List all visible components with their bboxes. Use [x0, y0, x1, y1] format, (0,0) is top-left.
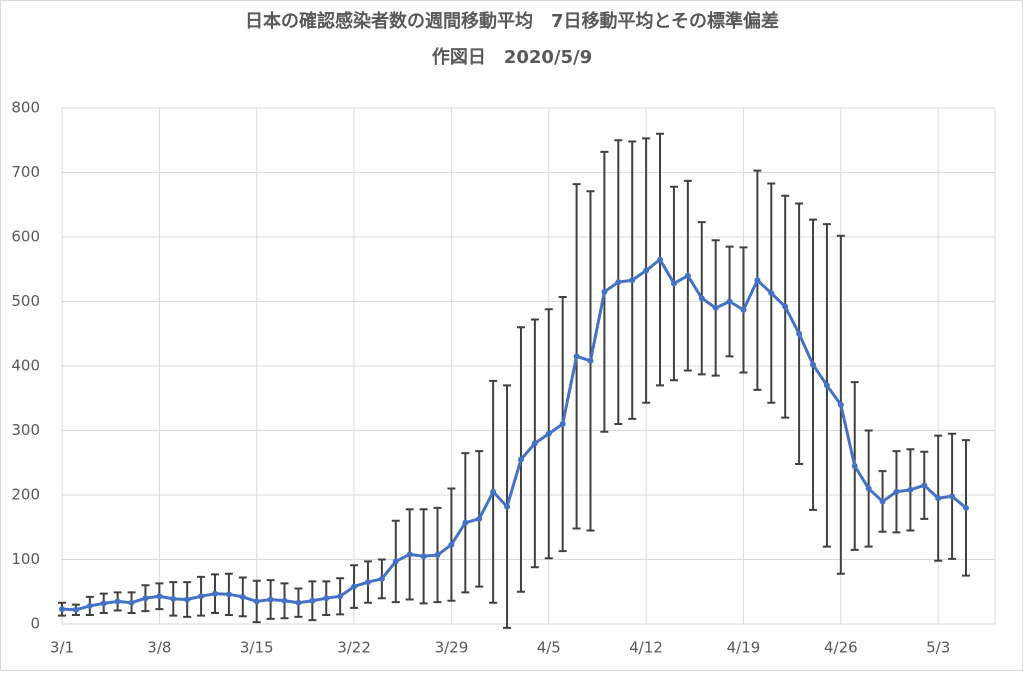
point	[643, 267, 650, 274]
x-tick-label: 3/1	[50, 639, 74, 657]
x-tick-label: 4/12	[629, 639, 663, 657]
point	[267, 596, 274, 603]
point	[490, 488, 497, 495]
point	[114, 598, 121, 605]
point	[170, 595, 177, 602]
point	[448, 541, 455, 548]
point	[740, 306, 747, 313]
point	[198, 593, 205, 600]
point	[211, 590, 218, 597]
point	[949, 493, 956, 500]
point	[142, 595, 149, 602]
point	[462, 519, 469, 526]
point	[796, 330, 803, 337]
point	[100, 600, 107, 607]
point	[225, 591, 232, 598]
point	[559, 421, 566, 428]
x-tick-label: 5/3	[926, 639, 950, 657]
point	[59, 606, 65, 613]
point	[935, 495, 942, 502]
point	[782, 303, 789, 310]
point	[615, 279, 622, 286]
x-tick-label: 3/22	[337, 639, 371, 657]
point	[837, 401, 844, 408]
point	[281, 597, 288, 604]
point	[726, 298, 733, 305]
point	[406, 551, 413, 558]
x-tick-label: 3/29	[435, 639, 469, 657]
point	[963, 504, 969, 511]
y-tick-label: 800	[11, 99, 40, 117]
point	[184, 596, 191, 603]
point	[865, 485, 872, 492]
point	[309, 597, 316, 604]
point	[629, 277, 636, 284]
point	[684, 272, 691, 279]
point	[517, 456, 524, 463]
point	[239, 593, 246, 600]
chart-subtitle: 作図日 2020/5/9	[432, 46, 592, 68]
point	[587, 357, 594, 364]
x-tick-label: 4/19	[727, 639, 761, 657]
point	[434, 551, 441, 558]
point	[351, 583, 358, 590]
point	[253, 598, 260, 605]
point	[893, 488, 900, 495]
y-tick-label: 700	[11, 163, 40, 181]
point	[420, 553, 427, 560]
point	[698, 295, 705, 302]
y-tick-label: 500	[11, 292, 40, 310]
point	[531, 440, 538, 447]
chart-title: 日本の確認感染者数の週間移動平均 7日移動平均とその標準偏差	[245, 10, 779, 32]
point	[921, 482, 928, 489]
point	[768, 290, 775, 297]
point	[72, 606, 79, 613]
point	[810, 361, 817, 368]
y-tick-label: 600	[11, 228, 40, 246]
point	[156, 593, 163, 600]
point	[754, 277, 761, 284]
point	[851, 462, 858, 469]
point	[337, 593, 344, 600]
y-tick-label: 400	[11, 357, 40, 375]
point	[879, 498, 886, 505]
x-tick-label: 4/26	[824, 639, 858, 657]
point	[907, 486, 914, 493]
point	[545, 430, 552, 437]
point	[476, 515, 483, 522]
y-tick-label: 100	[11, 550, 40, 568]
x-tick-label: 3/15	[240, 639, 274, 657]
point	[601, 288, 608, 295]
point	[823, 382, 830, 389]
point	[378, 575, 385, 582]
x-tick-label: 4/5	[537, 639, 561, 657]
point	[657, 256, 664, 263]
point	[364, 579, 371, 586]
y-tick-label: 0	[30, 615, 40, 633]
point	[573, 353, 580, 360]
point	[295, 599, 302, 606]
y-tick-label: 200	[11, 486, 40, 504]
point	[128, 599, 135, 606]
point	[392, 558, 399, 565]
x-tick-label: 3/8	[147, 639, 171, 657]
y-tick-label: 300	[11, 421, 40, 439]
point	[712, 304, 719, 311]
point	[504, 503, 511, 510]
point	[86, 602, 93, 609]
point	[670, 280, 677, 287]
point	[323, 595, 330, 602]
